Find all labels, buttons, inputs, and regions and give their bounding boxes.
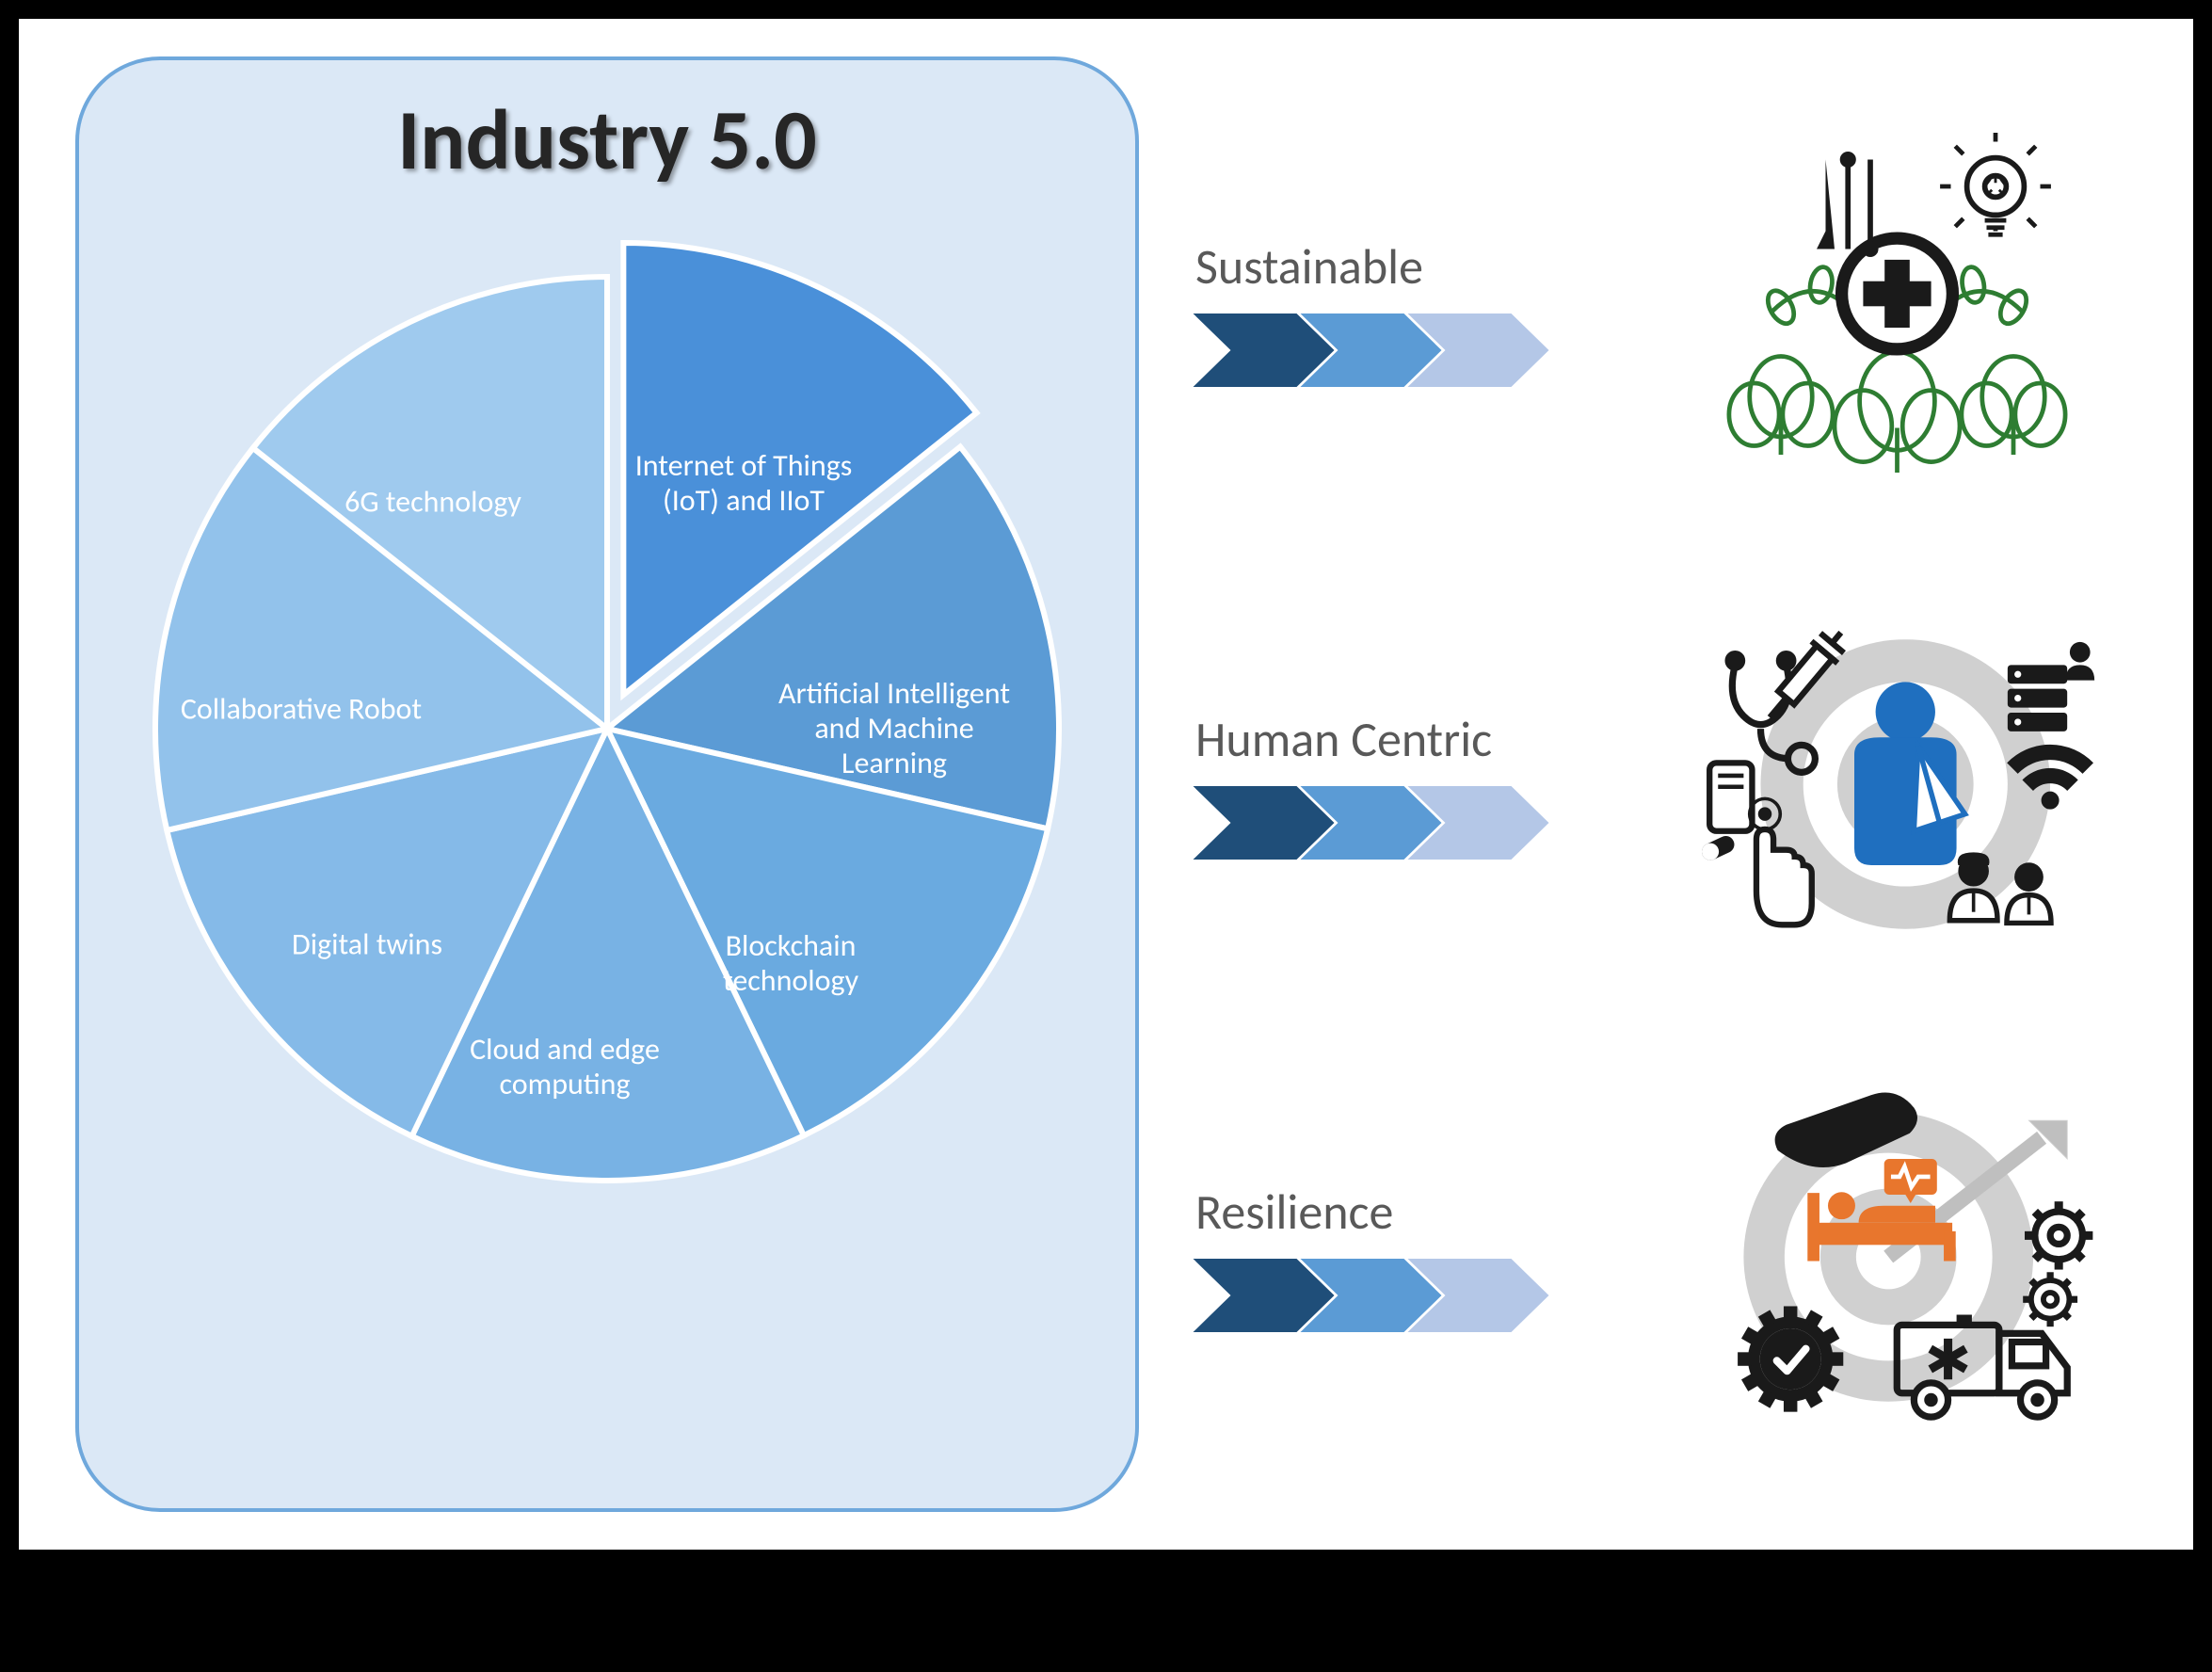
pie-chart: Internet of Things (IoT) and IIoTArtific… <box>113 201 1101 1461</box>
pillar-title: Human Centric <box>1186 709 1492 769</box>
human-centric-icon <box>1638 605 2156 963</box>
pillar-resilience: Resilience <box>1186 1078 2156 1436</box>
pillar-human-centric: Human Centric <box>1186 605 2156 963</box>
pillar-title: Resilience <box>1186 1182 1393 1242</box>
outer-frame: Industry 5.0 Internet of Things (IoT) an… <box>0 0 2212 1672</box>
canvas: Industry 5.0 Internet of Things (IoT) an… <box>19 19 2193 1550</box>
sustainable-icon <box>1638 133 2156 490</box>
pillar-title: Sustainable <box>1186 236 1423 297</box>
resilience-icon <box>1638 1078 2156 1436</box>
industry-panel: Industry 5.0 Internet of Things (IoT) an… <box>75 56 1139 1512</box>
pillar-left: Human Centric <box>1186 709 1610 860</box>
chevron-row <box>1186 786 1581 860</box>
pillar-sustainable: Sustainable <box>1186 133 2156 490</box>
left-panel: Industry 5.0 Internet of Things (IoT) an… <box>19 19 1167 1550</box>
chevron-row <box>1186 1259 1581 1332</box>
page-title: Industry 5.0 <box>397 88 817 192</box>
pillar-left: Resilience <box>1186 1182 1610 1332</box>
pillar-left: Sustainable <box>1186 236 1610 387</box>
chevron-row <box>1186 314 1581 387</box>
right-panel: Sustainable <box>1167 19 2193 1550</box>
